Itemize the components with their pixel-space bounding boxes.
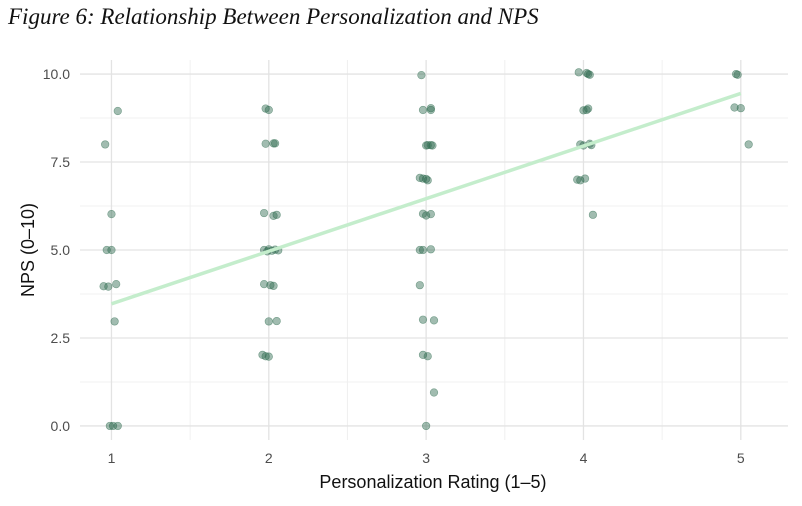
data-point [107, 245, 116, 255]
data-point [429, 388, 439, 397]
data-point [415, 173, 424, 182]
data-point [417, 71, 426, 80]
x-axis-title: Personalization Rating (1–5) [319, 472, 546, 492]
data-point [112, 280, 121, 289]
data-point [584, 104, 593, 113]
x-tick-label: 3 [422, 450, 430, 466]
data-point [573, 175, 582, 184]
y-axis-ticks: 0.0 2.5 5.0 7.5 10.0 [43, 66, 70, 434]
data-point [418, 105, 428, 115]
x-tick-label: 1 [108, 450, 116, 466]
data-point [422, 211, 431, 220]
data-point [101, 140, 110, 149]
x-tick-label: 4 [580, 450, 588, 466]
data-point [744, 140, 753, 149]
data-point [415, 281, 424, 290]
y-tick-label: 2.5 [51, 330, 71, 346]
data-point [585, 70, 594, 79]
data-point [428, 141, 437, 150]
data-point [110, 317, 119, 326]
data-point [261, 352, 270, 361]
data-point [102, 245, 111, 255]
data-point [426, 104, 435, 113]
data-point [269, 211, 278, 220]
data-point [574, 68, 583, 77]
data-point [259, 280, 269, 289]
data-point [423, 352, 432, 361]
data-point [422, 174, 431, 184]
trend-line [110, 91, 742, 306]
data-point [264, 317, 273, 326]
data-point [418, 245, 428, 255]
data-point [736, 104, 745, 113]
x-tick-label: 5 [737, 450, 745, 466]
data-point [266, 281, 275, 290]
data-point [418, 315, 428, 324]
x-tick-label: 2 [265, 450, 273, 466]
data-point [576, 176, 585, 185]
data-point [264, 105, 273, 115]
data-point [426, 105, 435, 115]
data-point [423, 176, 432, 185]
data-point [426, 210, 435, 219]
data-point [415, 245, 424, 255]
data-point [104, 282, 113, 291]
data-point [107, 210, 116, 219]
data-point [99, 282, 108, 291]
y-tick-label: 0.0 [51, 418, 71, 434]
y-tick-label: 7.5 [51, 154, 71, 170]
data-point [269, 281, 278, 290]
data-point [733, 70, 742, 79]
data-point [113, 421, 122, 431]
data-point [579, 106, 588, 115]
data-point [429, 316, 439, 325]
data-point [423, 141, 432, 150]
data-point [264, 352, 273, 361]
data-point [730, 103, 739, 112]
y-axis-title: NPS (0–10) [18, 203, 38, 297]
trend-line-group [110, 91, 742, 306]
y-tick-label: 10.0 [43, 66, 70, 82]
data-point [261, 139, 270, 148]
x-axis-ticks: 1 2 3 4 5 [108, 450, 745, 466]
y-tick-label: 5.0 [51, 242, 71, 258]
data-point [422, 421, 431, 431]
data-point [259, 208, 269, 218]
data-point [113, 106, 122, 116]
data-point [580, 174, 590, 183]
data-point [582, 105, 591, 115]
data-point [108, 421, 118, 431]
data-point [418, 174, 428, 183]
data-point [418, 350, 428, 359]
data-point [588, 210, 598, 219]
data-point [272, 210, 281, 219]
data-point [426, 245, 435, 254]
data-point [272, 316, 281, 326]
data-point [270, 139, 280, 148]
figure-title: Figure 6: Relationship Between Personali… [8, 4, 539, 29]
